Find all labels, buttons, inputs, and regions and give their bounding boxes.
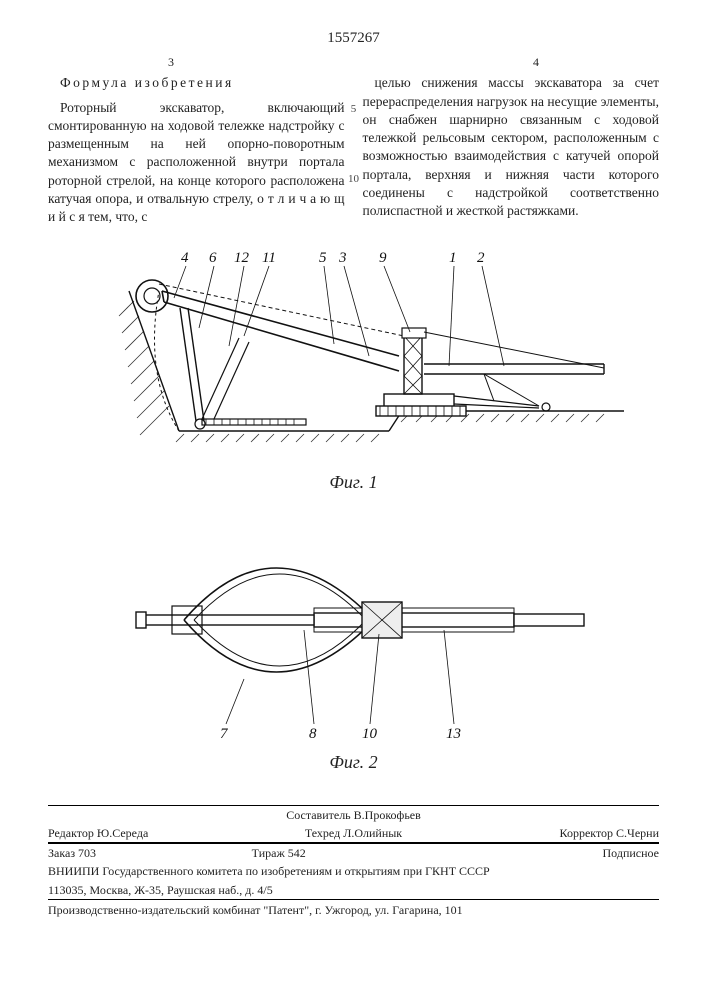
figure-1: 4 6 12 11 5 3 9 1 2 Фиг. 1 [48, 236, 659, 496]
right-column-body: целью снижения массы экскаватора за счет… [363, 74, 660, 220]
organization-line-2: 113035, Москва, Ж-35, Раушская наб., д. … [48, 882, 659, 898]
formula-heading: Формула изобретения [48, 74, 345, 92]
corrector: Корректор С.Черни [455, 825, 659, 841]
organization-line-1: ВНИИПИ Государственного комитета по изоб… [48, 863, 659, 879]
fig1-label-9: 9 [379, 250, 387, 266]
compiler: Составитель В.Прокофьев [48, 807, 659, 823]
left-col-page-num: 3 [168, 54, 174, 70]
right-column: целью снижения массы экскаватора за счет… [363, 74, 660, 226]
left-column: Формула изобретения Роторный экскаватор,… [48, 74, 345, 226]
fig1-label-2: 2 [477, 250, 485, 266]
fig2-label-8: 8 [309, 726, 317, 742]
tech-editor: Техред Л.Олийнык [252, 825, 456, 841]
fig1-label-6: 6 [209, 250, 217, 266]
column-page-numbers: 3 4 [48, 54, 659, 70]
figure-1-caption: Фиг. 1 [329, 470, 377, 494]
fig2-label-10: 10 [362, 726, 378, 742]
subscription: Подписное [455, 845, 659, 861]
page: 1557267 3 4 5 10 Формула изобретения Рот… [0, 0, 707, 1000]
fig1-label-11: 11 [262, 250, 276, 266]
credits-block: Составитель В.Прокофьев Редактор Ю.Серед… [48, 805, 659, 843]
order-number: Заказ 703 [48, 845, 252, 861]
fig1-label-5: 5 [319, 250, 327, 266]
fig1-label-4: 4 [181, 250, 189, 266]
fig2-label-13: 13 [446, 726, 461, 742]
left-column-body: Роторный экскаватор, включающий смонтиро… [48, 99, 345, 227]
order-block: Заказ 703 Тираж 542 Подписное ВНИИПИ Гос… [48, 843, 659, 900]
figure-2-caption: Фиг. 2 [329, 750, 377, 774]
figure-2: 7 8 10 13 Фиг. 2 [48, 506, 659, 776]
fig1-label-3: 3 [338, 250, 347, 266]
figure-2-drawing: 7 8 10 13 [114, 506, 594, 746]
printing-house: Производственно-издательский комбинат "П… [48, 900, 659, 918]
editor: Редактор Ю.Середа [48, 825, 252, 841]
line-number-5: 5 [345, 102, 363, 117]
text-columns: Формула изобретения Роторный экскаватор,… [48, 74, 659, 226]
fig1-label-12: 12 [234, 250, 250, 266]
print-run: Тираж 542 [252, 845, 456, 861]
fig1-label-1: 1 [449, 250, 457, 266]
line-number-10: 10 [345, 172, 363, 187]
patent-number: 1557267 [48, 28, 659, 48]
figure-1-drawing: 4 6 12 11 5 3 9 1 2 [84, 236, 624, 466]
fig2-label-7: 7 [220, 726, 229, 742]
right-col-page-num: 4 [533, 54, 539, 70]
